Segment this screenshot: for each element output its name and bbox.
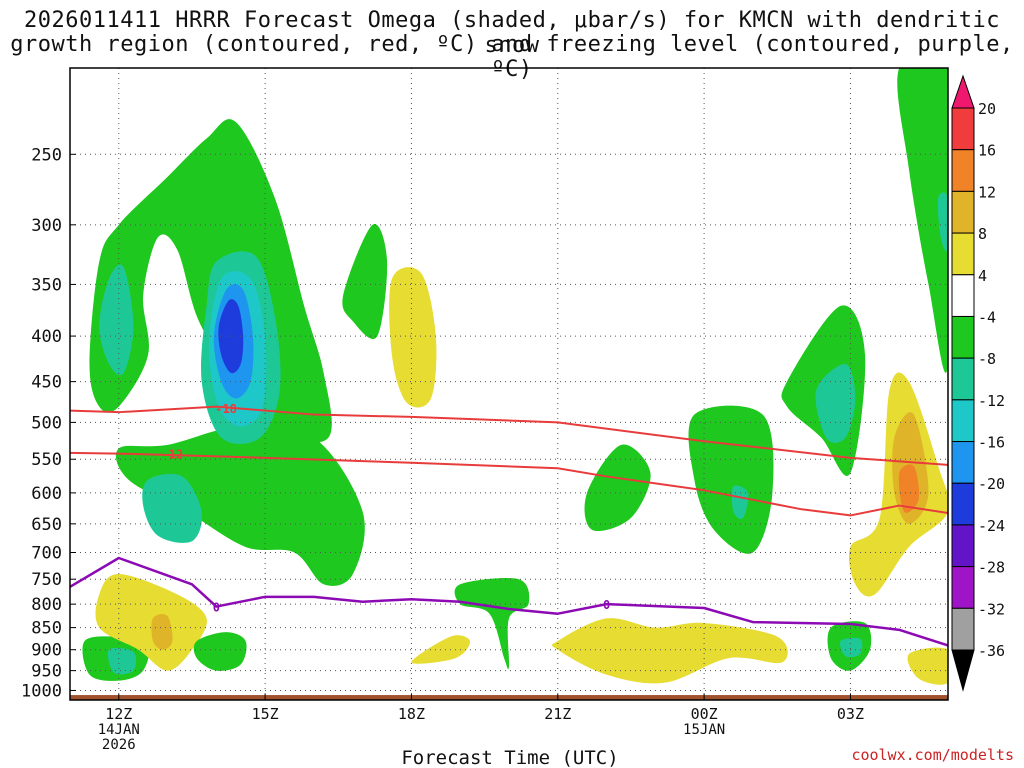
y-tick-label: 750 — [31, 570, 62, 590]
omega-region-17 — [584, 444, 651, 532]
freezing-level-label-1: 0 — [213, 601, 220, 615]
colorbar-segment — [951, 399, 975, 443]
y-tick-label: 500 — [31, 413, 62, 433]
x-tick-label: 03Z — [837, 705, 864, 723]
x-tick-label: 14JAN — [98, 722, 140, 738]
ground-surface — [70, 695, 948, 700]
x-axis-label: Forecast Time (UTC) — [401, 747, 618, 768]
colorbar-segment — [951, 441, 975, 484]
chart-title-line1: 2026011411 HRRR Forecast Omega (shaded, … — [24, 8, 1000, 58]
plot-frame — [69, 67, 949, 701]
colorbar-label: 16 — [978, 142, 996, 160]
y-tick-label: 900 — [31, 641, 62, 661]
colorbar-label: -12 — [978, 392, 1005, 410]
omega-region-9 — [342, 223, 388, 340]
colorbar-segment — [951, 315, 975, 359]
omega-region-15 — [454, 578, 530, 670]
x-tick-label: 00Z — [691, 705, 718, 723]
dgz-minus18-contour — [70, 405, 948, 466]
colorbar-label: -20 — [978, 475, 1005, 493]
colorbar-label: -32 — [978, 600, 1005, 618]
y-tick-label: 850 — [31, 619, 62, 639]
y-tick-label: 450 — [31, 373, 62, 393]
x-tick-label: 18Z — [398, 705, 425, 723]
x-tick-label: 15Z — [252, 705, 279, 723]
y-tick-label: 300 — [31, 216, 62, 236]
omega-region-12 — [95, 573, 207, 671]
colorbar-segment — [951, 107, 975, 151]
colorbar-label: 12 — [978, 183, 996, 201]
omega-region-18 — [688, 405, 774, 554]
dgz-minus18-label: -18 — [215, 402, 237, 416]
colorbar-label: -36 — [978, 642, 1005, 660]
colorbar-label: -4 — [978, 308, 996, 326]
colorbar-label: 8 — [978, 225, 987, 243]
omega-region-8 — [389, 267, 437, 408]
omega-region-14 — [193, 632, 247, 671]
colorbar-label: -16 — [978, 434, 1005, 452]
x-tick-label: 12Z — [105, 705, 132, 723]
colorbar-segment — [951, 566, 975, 609]
y-tick-label: 550 — [31, 450, 62, 470]
y-tick-label: 950 — [31, 662, 62, 682]
x-tick-label: 2026 — [102, 737, 136, 753]
omega-region-25 — [898, 464, 920, 513]
omega-region-21 — [815, 363, 856, 443]
colorbar-bottom-arrow — [951, 649, 975, 692]
y-tick-label: 350 — [31, 275, 62, 295]
x-tick-label: 15JAN — [683, 722, 725, 738]
colorbar-segment — [951, 482, 975, 526]
y-tick-label: 1000 — [21, 681, 62, 701]
plot-area: -18 -12 0 0 — [70, 68, 948, 700]
x-tick-label: 21Z — [544, 705, 571, 723]
colorbar-segment — [951, 357, 975, 401]
omega-region-22 — [551, 618, 788, 684]
colorbar-segment — [951, 149, 975, 192]
omega-region-2 — [142, 473, 203, 543]
freezing-level-label-2: 0 — [603, 598, 610, 612]
colorbar-label: 4 — [978, 267, 987, 285]
y-tick-label: 600 — [31, 484, 62, 504]
colorbar-label: 20 — [978, 100, 996, 118]
y-tick-label: 650 — [31, 515, 62, 535]
y-tick-label: 400 — [31, 327, 62, 347]
dgz-minus12-label: -12 — [162, 448, 184, 462]
omega-region-7 — [99, 264, 134, 376]
colorbar-segment — [951, 607, 975, 651]
credit-link[interactable]: coolwx.com/modelts — [851, 746, 1014, 764]
dgz-minus12-contour — [70, 451, 948, 517]
colorbar-label: -28 — [978, 559, 1005, 577]
freezing-level-contour — [70, 556, 948, 647]
omega-region-1 — [115, 425, 365, 586]
omega-region-13 — [151, 614, 173, 650]
colorbar-segment — [951, 274, 975, 317]
omega-region-27 — [839, 637, 863, 658]
omega-region-29 — [937, 192, 948, 252]
y-tick-label: 800 — [31, 595, 62, 615]
omega-region-30 — [907, 647, 948, 685]
y-tick-label: 250 — [31, 145, 62, 165]
chart-title-line2: growth region (contoured, red, ºC) and f… — [10, 32, 1014, 82]
colorbar-segment — [951, 190, 975, 234]
omega-region-19 — [731, 485, 749, 519]
colorbar-top-arrow — [951, 74, 975, 109]
colorbar-segment — [951, 232, 975, 276]
omega-region-28 — [897, 68, 948, 373]
omega-region-11 — [107, 647, 137, 675]
colorbar-segment — [951, 524, 975, 568]
colorbar-label: -8 — [978, 350, 996, 368]
colorbar-label: -24 — [978, 517, 1005, 535]
y-tick-label: 700 — [31, 544, 62, 564]
